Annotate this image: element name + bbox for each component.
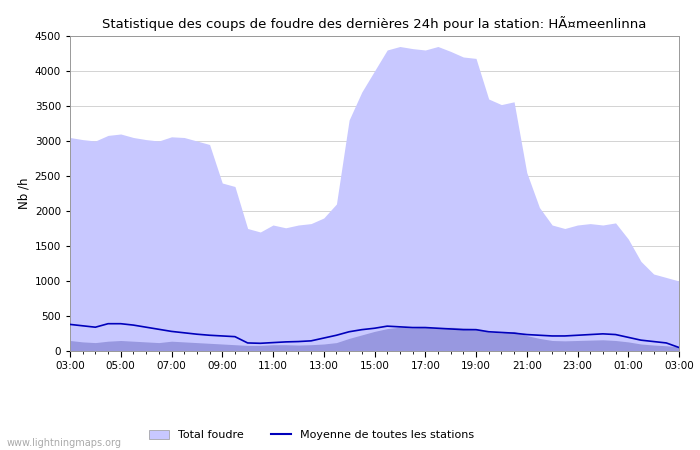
Title: Statistique des coups de foudre des dernières 24h pour la station: HÃ¤meenlinna: Statistique des coups de foudre des dern…	[102, 16, 647, 31]
Y-axis label: Nb /h: Nb /h	[18, 178, 31, 209]
Text: www.lightningmaps.org: www.lightningmaps.org	[7, 438, 122, 448]
